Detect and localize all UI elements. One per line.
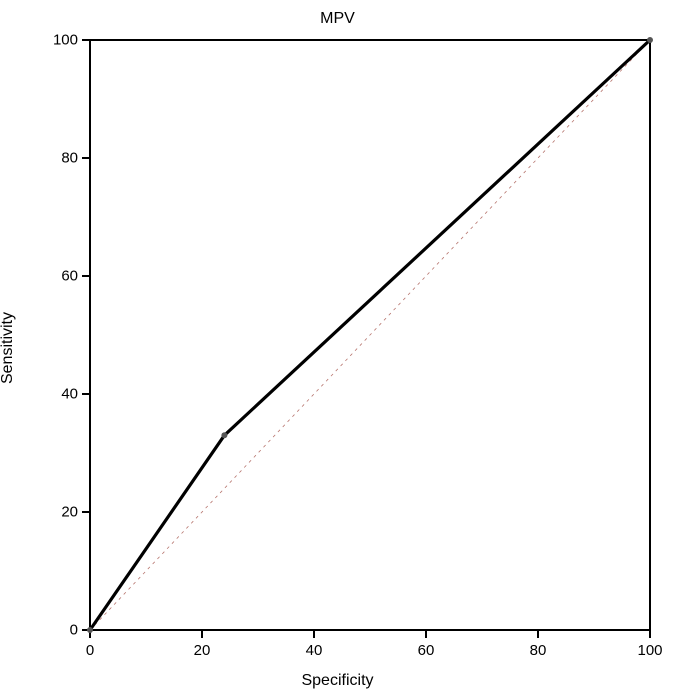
x-tick-label: 60	[418, 642, 435, 659]
x-tick-label: 0	[86, 642, 94, 659]
y-tick-label: 80	[61, 150, 78, 167]
x-tick-label: 40	[306, 642, 323, 659]
y-tick-label: 60	[61, 268, 78, 285]
y-tick-label: 100	[53, 32, 78, 49]
y-tick-label: 0	[70, 622, 78, 639]
x-tick-label: 80	[530, 642, 547, 659]
y-tick-label: 40	[61, 386, 78, 403]
roc-chart: MPV Sensitivity Specificity 020406080100…	[0, 0, 675, 696]
y-tick-label: 20	[61, 504, 78, 521]
x-tick-label: 20	[194, 642, 211, 659]
x-tick-label: 100	[637, 642, 662, 659]
plot-svg	[0, 0, 675, 696]
